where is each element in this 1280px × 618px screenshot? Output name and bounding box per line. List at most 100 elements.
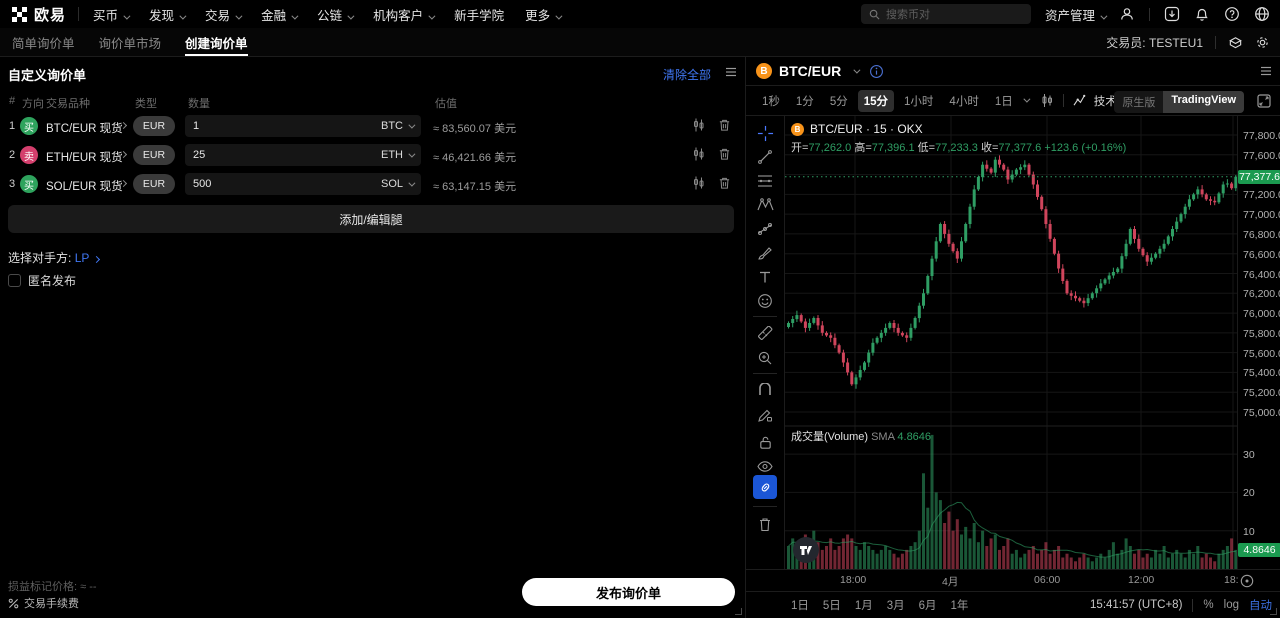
- view-chart-icon[interactable]: [692, 118, 705, 132]
- hide-drawings-tool[interactable]: [753, 454, 777, 478]
- emoji-tool[interactable]: [753, 289, 777, 313]
- view-chart-icon[interactable]: [692, 176, 705, 190]
- go-to-realtime-icon[interactable]: [1240, 574, 1254, 588]
- pair-label[interactable]: SOL/EUR 现货: [46, 181, 123, 193]
- price-chart[interactable]: B BTC/EUR · 15 · OKX 开=77,262.0 高=77,396…: [785, 116, 1237, 569]
- amount-input[interactable]: [185, 120, 381, 132]
- amount-field[interactable]: SOL: [185, 173, 421, 195]
- zoom-in-tool[interactable]: [753, 346, 777, 370]
- range-5d[interactable]: 5日: [822, 600, 841, 612]
- unit-select[interactable]: BTC: [381, 120, 421, 132]
- magnet-tool[interactable]: [753, 379, 777, 403]
- candle-style-icon[interactable]: [1040, 93, 1054, 108]
- panel-menu-icon[interactable]: [725, 66, 737, 78]
- indicators-icon[interactable]: [1073, 94, 1088, 107]
- native-version-button[interactable]: 原生版: [1122, 97, 1156, 109]
- prediction-tool[interactable]: [753, 217, 777, 241]
- range-1mo[interactable]: 1月: [854, 600, 873, 612]
- notifications-icon[interactable]: [1194, 6, 1210, 22]
- auto-scale-button[interactable]: 自动: [1249, 600, 1272, 612]
- pair-label[interactable]: BTC/EUR 现货: [46, 123, 123, 135]
- amount-input[interactable]: [185, 178, 381, 190]
- type-pill[interactable]: EUR: [133, 145, 175, 165]
- clear-all-link[interactable]: 清除全部: [662, 68, 711, 82]
- pair-label[interactable]: ETH/EUR 现货: [46, 152, 123, 164]
- publish-rfq-button[interactable]: 发布询价单: [522, 578, 735, 606]
- candlestick-plot[interactable]: [785, 116, 1237, 569]
- type-pill[interactable]: EUR: [133, 116, 175, 136]
- tab-create-rfq[interactable]: 创建询价单: [185, 28, 248, 56]
- delete-leg-icon[interactable]: [718, 118, 731, 132]
- anonymous-checkbox[interactable]: [8, 274, 21, 287]
- resize-handle[interactable]: [735, 608, 742, 615]
- tab-rfq-market[interactable]: 询价单市场: [98, 36, 162, 51]
- unit-select[interactable]: ETH: [381, 149, 421, 161]
- okx-logo[interactable]: 欧易: [12, 4, 66, 25]
- resize-handle[interactable]: [1270, 608, 1277, 615]
- range-1y[interactable]: 1年: [950, 600, 969, 612]
- price-axis[interactable]: 77,800.077,600.077,400.077,200.077,000.0…: [1237, 116, 1280, 569]
- nav-academy[interactable]: 新手学院: [454, 8, 505, 23]
- nav-chain[interactable]: 公链: [317, 5, 355, 24]
- tf-1m[interactable]: 1分: [795, 95, 814, 108]
- search-input[interactable]: 搜索币对: [860, 4, 1031, 24]
- nav-buy-crypto[interactable]: 买币: [93, 5, 131, 24]
- profile-icon[interactable]: [1119, 6, 1135, 22]
- asset-management-menu[interactable]: 资产管理: [1045, 5, 1108, 24]
- nav-discover[interactable]: 发现: [149, 5, 187, 24]
- measure-tool[interactable]: [753, 322, 777, 346]
- fee-row[interactable]: 交易手续费: [8, 595, 79, 611]
- nav-finance[interactable]: 金融: [261, 5, 299, 24]
- orders-archive-icon[interactable]: [1228, 35, 1243, 50]
- drawing-mode-tool[interactable]: [753, 403, 777, 427]
- trend-line-tool[interactable]: [753, 145, 777, 169]
- symbol-title[interactable]: BTC/EUR: [779, 63, 842, 79]
- sync-drawings-tool[interactable]: [753, 475, 777, 499]
- tab-simple-rfq[interactable]: 简单询价单: [12, 36, 75, 51]
- tradingview-version-button[interactable]: TradingView: [1163, 91, 1244, 113]
- log-scale-button[interactable]: log: [1223, 599, 1239, 611]
- download-app-icon[interactable]: [1164, 6, 1180, 22]
- remove-drawings-tool[interactable]: [753, 512, 777, 536]
- collapse-toolbar-arrow[interactable]: ‹: [776, 616, 780, 618]
- help-icon[interactable]: [1224, 6, 1240, 22]
- search-placeholder: 搜索币对: [885, 9, 930, 21]
- unit-select[interactable]: SOL: [381, 178, 421, 190]
- counterparty-link[interactable]: LP: [74, 251, 90, 265]
- fullscreen-icon[interactable]: [1257, 94, 1271, 108]
- nav-trade[interactable]: 交易: [205, 5, 243, 24]
- tf-5m[interactable]: 5分: [829, 95, 848, 108]
- xabcd-pattern-tool[interactable]: [753, 193, 777, 217]
- brush-tool[interactable]: [753, 241, 777, 265]
- tf-1s[interactable]: 1秒: [762, 95, 780, 108]
- tradingview-logo[interactable]: [793, 537, 819, 563]
- chart-menu-icon[interactable]: [1260, 65, 1272, 77]
- time-axis[interactable]: 18:00 4月 06:00 12:00 18:: [746, 569, 1280, 591]
- tf-15m[interactable]: 15分: [857, 89, 895, 112]
- amount-field[interactable]: ETH: [185, 144, 421, 166]
- percent-scale-button[interactable]: %: [1203, 599, 1214, 611]
- range-3mo[interactable]: 3月: [886, 600, 905, 612]
- more-timeframes-icon[interactable]: [1023, 95, 1031, 103]
- info-icon[interactable]: [869, 64, 884, 79]
- nav-institutional[interactable]: 机构客户: [373, 5, 436, 24]
- text-tool[interactable]: [753, 265, 777, 289]
- amount-field[interactable]: BTC: [185, 115, 421, 137]
- range-1d[interactable]: 1日: [791, 600, 809, 612]
- delete-leg-icon[interactable]: [718, 147, 731, 161]
- settings-gear-icon[interactable]: [1255, 35, 1270, 50]
- nav-more[interactable]: 更多: [525, 5, 563, 24]
- tf-4h[interactable]: 4小时: [949, 95, 979, 108]
- tf-1h[interactable]: 1小时: [904, 95, 934, 108]
- amount-input[interactable]: [185, 149, 381, 161]
- range-6mo[interactable]: 6月: [918, 600, 937, 612]
- language-globe-icon[interactable]: [1254, 6, 1270, 22]
- type-pill[interactable]: EUR: [133, 174, 175, 194]
- crosshair-tool[interactable]: [753, 121, 777, 145]
- tf-1d[interactable]: 1日: [994, 95, 1013, 108]
- lock-drawings-tool[interactable]: [753, 430, 777, 454]
- view-chart-icon[interactable]: [692, 147, 705, 161]
- fib-retracement-tool[interactable]: [753, 169, 777, 193]
- add-edit-legs-button[interactable]: 添加/编辑腿: [8, 205, 734, 233]
- delete-leg-icon[interactable]: [718, 176, 731, 190]
